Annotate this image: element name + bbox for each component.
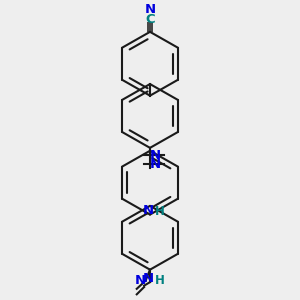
Text: N: N — [144, 3, 156, 16]
Text: N: N — [143, 204, 154, 217]
Text: H: H — [154, 206, 164, 218]
Text: N: N — [134, 274, 146, 286]
Text: N: N — [150, 158, 161, 171]
Text: N: N — [150, 148, 161, 162]
Text: C: C — [145, 13, 155, 26]
Text: H: H — [154, 274, 164, 286]
Text: N: N — [143, 272, 154, 285]
